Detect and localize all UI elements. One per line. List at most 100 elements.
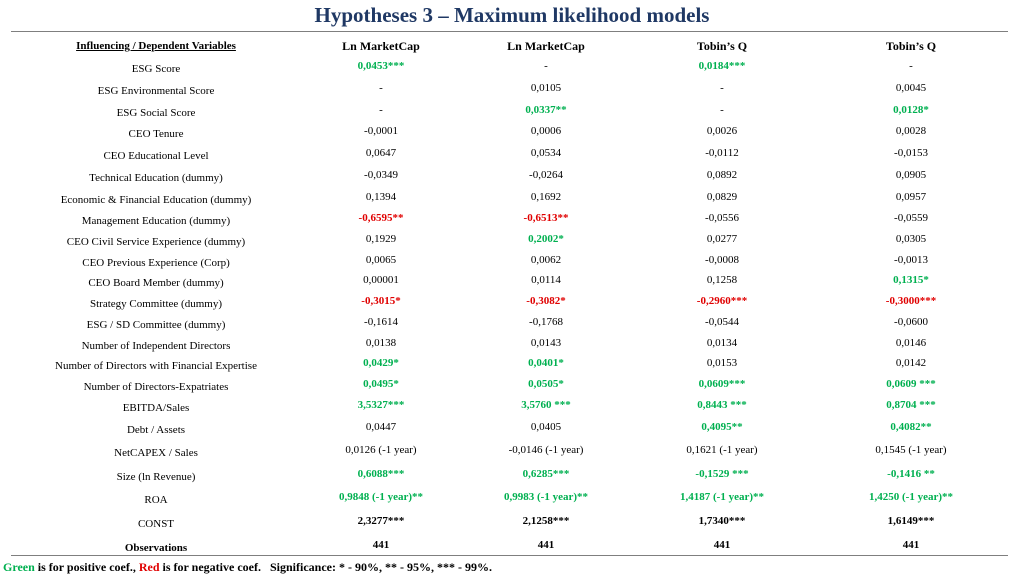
table-cell: -0,0008 [705,254,739,266]
page-title: Hypotheses 3 – Maximum likelihood models [314,3,710,27]
table-cell: 0,4095** [701,421,743,433]
table-cell: 0,0126 (-1 year) [345,444,417,456]
row-label-netcapex-sales: NetCAPEX / Sales [114,447,198,459]
table-cell: 0,0142 [895,357,927,369]
row-label-technical-education-dummy: Technical Education (dummy) [89,172,223,184]
table-cell: 0,0028 [895,125,927,137]
header-col-2: Ln MarketCap [507,39,585,53]
footer-green-text: is for positive coef., [34,560,139,574]
table-cell: 3,5760 *** [521,399,571,411]
table-cell: 0,1258 [706,274,738,286]
table-cell: 0,0957 [895,191,927,203]
table-cell: -0,1614 [364,316,398,328]
row-label-const: CONST [137,518,175,530]
table-cell: 0,0105 [530,82,562,94]
table-cell: -0,3082* [526,295,566,307]
table-cell: -0,0600 [894,316,928,328]
row-label-ceo-tenure: CEO Tenure [128,128,184,140]
table-cell: 0,0337** [525,104,567,116]
table-cell: 0,0505* [528,378,564,390]
table-cell: -0,0001 [364,125,398,137]
table-cell: -0,0112 [705,147,739,159]
table-cell: 0,6088*** [357,468,405,480]
table-cell: 0,8443 *** [697,399,747,411]
row-label-ceo-board-member-dummy: CEO Board Member (dummy) [88,277,224,289]
table-cell: 0,1692 [530,191,562,203]
table-cell: 441 [713,539,731,551]
table-cell: 0,0134 [706,337,738,349]
table-cell: 0,2002* [528,233,564,245]
table-cell: 0,1621 (-1 year) [686,444,758,456]
table-cell: 0,0062 [530,254,562,266]
table-cell: 441 [372,539,390,551]
table-cell: 0,8704 *** [886,399,936,411]
table-cell: 2,3277*** [357,515,405,527]
row-label-strategy-committee-dummy: Strategy Committee (dummy) [90,298,222,310]
table-cell: 0,0609 *** [886,378,936,390]
table-cell: 0,0401* [528,357,564,369]
footer-red-text: is for negative coef. [159,560,261,574]
row-label-ceo-educational-level: CEO Educational Level [103,150,209,162]
table-cell: 0,1394 [365,191,397,203]
row-label-ebitda-sales: EBITDA/Sales [122,402,190,414]
table-cell: 0,1545 (-1 year) [875,444,947,456]
table-cell: 0,0647 [365,147,397,159]
table-cell: - [379,104,383,116]
table-cell: 0,0146 [895,337,927,349]
table-cell: 0,0006 [530,125,562,137]
table-cell: 0,0128* [893,104,929,116]
row-label-number-of-directors-with-financial-expertise: Number of Directors with Financial Exper… [55,360,257,372]
table-cell: -0,1768 [529,316,563,328]
row-label-roa: ROA [144,494,168,506]
table-cell: 0,00001 [363,274,399,286]
table-cell: 0,0045 [895,82,927,94]
row-label-management-education-dummy: Management Education (dummy) [81,215,231,227]
table-cell: -0,6513** [523,212,569,224]
table-cell: 0,0892 [706,169,738,181]
row-label-size-ln-revenue: Size (ln Revenue) [116,471,196,483]
header-col-3: Tobin’s Q [696,39,748,53]
row-label-number-of-independent-directors: Number of Independent Directors [81,340,231,352]
table-cell: -0,3000*** [885,295,937,307]
footer-red-word: Red [138,560,160,574]
table-cell: -0,1529 *** [695,468,749,480]
table-cell: 1,6149*** [887,515,935,527]
table-cell: -0,0146 (-1 year) [508,444,584,456]
table-cell: 0,1929 [365,233,397,245]
table-cell: 0,0305 [895,233,927,245]
table-cell: 0,0609*** [698,378,746,390]
row-label-ceo-previous-experience-corp: CEO Previous Experience (Corp) [82,257,230,269]
header-col-1: Ln MarketCap [342,39,420,53]
table-cell: - [544,60,548,72]
table-cell: -0,0559 [894,212,928,224]
table-cell: 441 [537,539,555,551]
row-label-number-of-directors-expatriates: Number of Directors-Expatriates [83,381,229,393]
table-cell: - [720,82,724,94]
table-cell: -0,0013 [894,254,928,266]
row-label-esg-social-score: ESG Social Score [116,107,196,119]
table-cell: 0,1315* [893,274,929,286]
bottom-rule [11,555,1008,556]
header-col-4: Tobin’s Q [885,39,937,53]
row-label-debt-assets: Debt / Assets [126,424,186,436]
row-label-esg-sd-committee-dummy: ESG / SD Committee (dummy) [86,319,226,331]
row-label-esg-environmental-score: ESG Environmental Score [97,85,215,97]
row-label-economic-financial-education-dummy: Economic & Financial Education (dummy) [60,194,252,206]
table-cell: 0,0829 [706,191,738,203]
table-cell: 1,4250 (-1 year)** [868,491,954,503]
table-cell: -0,3015* [361,295,401,307]
table-cell: 1,7340*** [698,515,746,527]
footer-green-word: Green [3,560,35,574]
table-cell: 2,1258*** [522,515,570,527]
table-cell: 0,0453*** [357,60,405,72]
table-cell: 0,0405 [530,421,562,433]
table-cell: 441 [902,539,920,551]
table-cell: - [720,104,724,116]
table-cell: 0,0143 [530,337,562,349]
table-cell: 1,4187 (-1 year)** [679,491,765,503]
table-cell: 0,0905 [895,169,927,181]
row-label-observations: Observations [124,542,188,554]
table-cell: - [379,82,383,94]
legend-footer: Green is for positive coef., Red is for … [3,560,492,575]
table-cell: 0,0184*** [698,60,746,72]
